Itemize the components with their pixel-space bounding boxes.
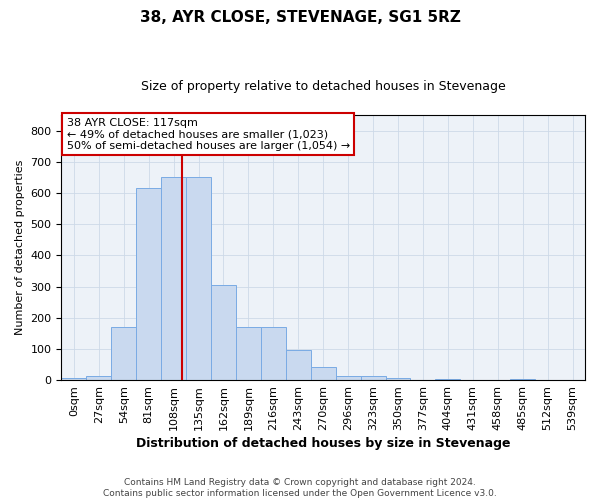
Bar — [361, 376, 386, 380]
Text: 38 AYR CLOSE: 117sqm
← 49% of detached houses are smaller (1,023)
50% of semi-de: 38 AYR CLOSE: 117sqm ← 49% of detached h… — [67, 118, 350, 151]
Text: Contains HM Land Registry data © Crown copyright and database right 2024.
Contai: Contains HM Land Registry data © Crown c… — [103, 478, 497, 498]
Bar — [161, 178, 186, 380]
Bar — [186, 178, 211, 380]
Bar — [286, 350, 311, 380]
Bar — [386, 378, 410, 380]
Bar — [311, 367, 335, 380]
Bar — [510, 378, 535, 380]
Bar — [211, 285, 236, 380]
Bar — [335, 376, 361, 380]
Bar — [136, 188, 161, 380]
Bar — [436, 378, 460, 380]
Title: Size of property relative to detached houses in Stevenage: Size of property relative to detached ho… — [141, 80, 506, 93]
X-axis label: Distribution of detached houses by size in Stevenage: Distribution of detached houses by size … — [136, 437, 511, 450]
Bar — [86, 376, 111, 380]
Text: 38, AYR CLOSE, STEVENAGE, SG1 5RZ: 38, AYR CLOSE, STEVENAGE, SG1 5RZ — [140, 10, 460, 25]
Y-axis label: Number of detached properties: Number of detached properties — [15, 160, 25, 336]
Bar — [236, 327, 261, 380]
Bar — [111, 327, 136, 380]
Bar — [261, 327, 286, 380]
Bar — [61, 378, 86, 380]
